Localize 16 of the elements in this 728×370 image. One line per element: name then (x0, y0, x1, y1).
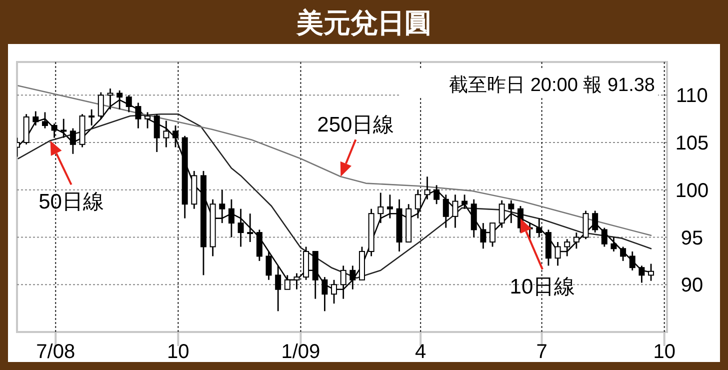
annotation: 250日線 (317, 114, 394, 137)
x-tick-label: 10 (653, 341, 676, 363)
y-tick-label: 110 (676, 85, 708, 108)
annotation: 10日線 (510, 275, 576, 298)
x-tick-label: 7/08 (36, 341, 76, 363)
x-tick-label: 10 (167, 341, 190, 363)
chart-title: 美元兌日圓 (296, 8, 432, 38)
y-tick-label: 100 (675, 180, 709, 202)
y-tick-label: 105 (675, 132, 709, 155)
x-tick-label: 1/09 (281, 341, 320, 363)
annotation: 50日線 (38, 190, 104, 214)
annotation: 截至昨日 20:00 報 91.38 (449, 75, 655, 96)
x-tick-label: 4 (415, 341, 426, 363)
y-tick-label: 95 (680, 227, 704, 250)
x-tick-label: 7 (536, 341, 548, 363)
y-tick-label: 90 (680, 274, 704, 297)
